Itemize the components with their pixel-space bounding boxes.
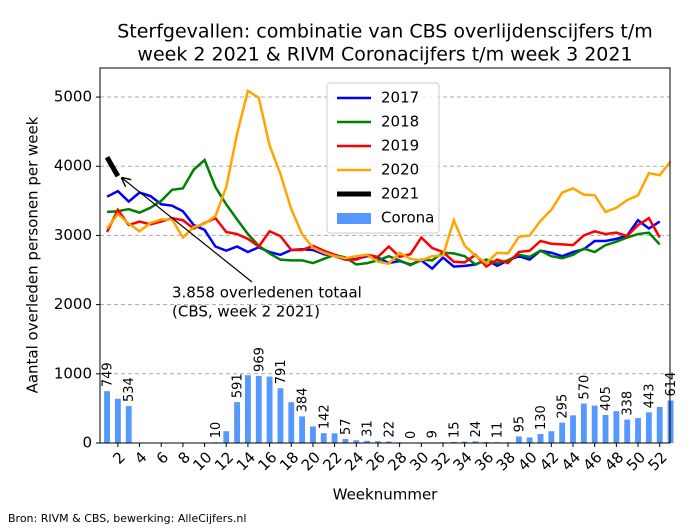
x-axis-label: Weeknummer xyxy=(333,486,439,504)
bar xyxy=(364,440,371,443)
value-label: 443 xyxy=(642,384,657,409)
legend-swatch xyxy=(337,213,371,224)
value-label: 130 xyxy=(534,405,549,430)
source: Bron: RIVM & CBS, bewerking: AlleCijfers… xyxy=(8,512,246,525)
value-label: 969 xyxy=(252,347,267,372)
value-label: 15 xyxy=(447,421,462,438)
bar xyxy=(104,391,110,443)
bar xyxy=(591,405,598,443)
value-label: 0 xyxy=(404,431,419,439)
bar xyxy=(277,388,284,443)
bar xyxy=(266,376,273,443)
value-label: 295 xyxy=(556,394,571,419)
value-label: 749 xyxy=(101,362,116,387)
x-tick-label: 2 xyxy=(109,448,128,467)
bar xyxy=(667,400,674,443)
bar xyxy=(375,441,381,443)
legend-label: 2020 xyxy=(381,161,419,179)
value-label: 591 xyxy=(231,373,246,398)
bar xyxy=(461,441,468,443)
bar xyxy=(570,415,576,443)
bar xyxy=(223,431,230,443)
bar xyxy=(635,418,641,443)
value-label: 22 xyxy=(382,421,397,438)
bar xyxy=(526,437,533,443)
legend-label: 2019 xyxy=(381,137,419,155)
legend-label: 2017 xyxy=(381,89,419,107)
bar xyxy=(288,402,295,443)
bar xyxy=(331,433,338,443)
line xyxy=(106,157,661,267)
bar xyxy=(342,439,349,443)
bar xyxy=(472,441,479,443)
line xyxy=(104,156,121,178)
bar xyxy=(125,406,132,443)
bar xyxy=(537,434,544,443)
bar xyxy=(624,419,631,443)
value-label: 570 xyxy=(577,375,592,400)
annotation: (CBS, week 2 2021) xyxy=(172,303,320,321)
bar xyxy=(559,422,566,443)
line xyxy=(106,189,661,271)
bar xyxy=(244,375,251,443)
x-tick-label: 52 xyxy=(644,448,670,474)
y-tick-label: 4000 xyxy=(54,157,92,175)
value-label: 142 xyxy=(317,404,332,429)
bar xyxy=(515,436,522,443)
value-label: 11 xyxy=(491,422,506,439)
legend-label: 2021 xyxy=(381,185,419,203)
y-tick-label: 0 xyxy=(82,434,92,452)
value-label: 10 xyxy=(209,422,224,439)
value-label: 534 xyxy=(122,377,137,402)
y-tick-label: 2000 xyxy=(54,295,92,313)
value-label: 31 xyxy=(361,420,376,437)
line xyxy=(106,88,672,266)
bar xyxy=(656,407,663,443)
bar xyxy=(385,441,392,443)
value-label: 95 xyxy=(512,416,527,433)
value-label: 384 xyxy=(296,388,311,413)
value-label: 338 xyxy=(621,391,636,416)
chart-title: week 2 2021 & RIVM Coronacijfers t/m wee… xyxy=(137,44,632,66)
x-tick-label: 8 xyxy=(174,448,193,467)
value-label: 24 xyxy=(469,421,484,438)
value-label: 57 xyxy=(339,419,354,436)
bar xyxy=(450,441,457,443)
value-label: 9 xyxy=(426,430,441,438)
value-label: 405 xyxy=(599,386,614,411)
legend-label: Corona xyxy=(381,209,434,227)
x-tick-label: 4 xyxy=(131,448,150,467)
annotation-arrow xyxy=(122,178,253,283)
chart-title: Sterfgevallen: combinatie van CBS overli… xyxy=(117,21,653,43)
bar xyxy=(613,411,620,443)
bar xyxy=(114,398,121,443)
value-label: 791 xyxy=(274,359,289,384)
bar xyxy=(580,403,587,443)
y-tick-label: 1000 xyxy=(54,364,92,382)
bar xyxy=(602,414,609,443)
bar xyxy=(645,412,652,443)
plot-frame xyxy=(99,67,671,444)
bar xyxy=(299,416,306,443)
x-tick-label: 6 xyxy=(153,448,172,467)
bar xyxy=(310,426,316,443)
bar xyxy=(320,433,327,443)
y-tick-label: 5000 xyxy=(54,88,92,106)
bar xyxy=(548,431,555,443)
value-label: 614 xyxy=(664,372,679,397)
bar xyxy=(483,441,490,443)
bar xyxy=(234,402,241,443)
y-tick-label: 3000 xyxy=(54,226,92,244)
y-axis-label: Aantal overleden personen per week xyxy=(24,116,42,393)
bar xyxy=(353,440,360,443)
annotation: 3.858 overledenen totaal xyxy=(172,284,362,302)
legend-label: 2018 xyxy=(381,113,419,131)
bar xyxy=(255,375,262,443)
